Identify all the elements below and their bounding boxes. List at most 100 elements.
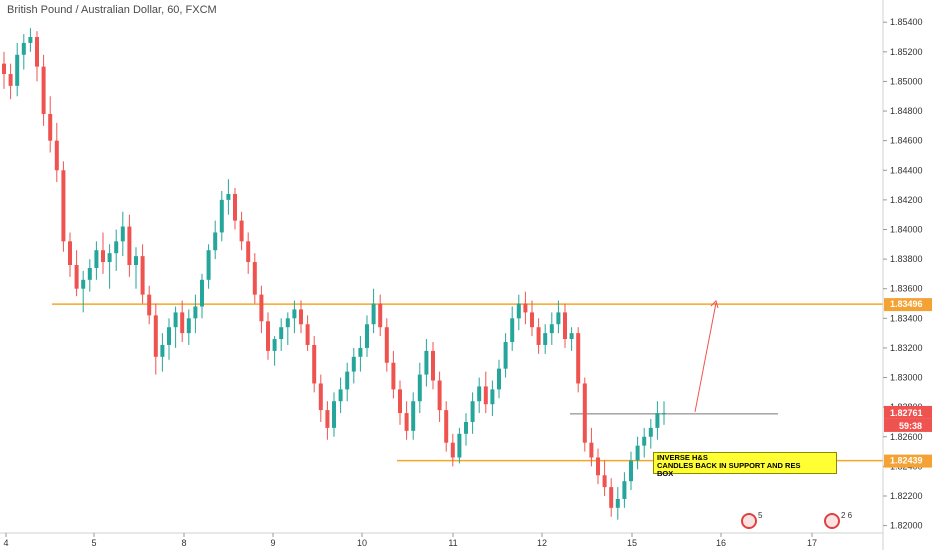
price-tick-label: 1.82000 [890,521,923,531]
time-tick-label: 4 [3,538,8,548]
candle-up [21,42,26,55]
candle-down [61,170,66,242]
candle-up [358,347,363,357]
candle-up [292,309,297,319]
price-axis[interactable]: 1.85400 1.85200 1.85000 1.84800 1.84600 1.844… [882,0,932,550]
candle-down [127,226,132,266]
candle-up [206,250,211,280]
candle-up [81,279,86,289]
candle-down [523,303,528,313]
event-count: 2 6 [841,511,853,520]
candle-up [655,413,660,428]
support-price-tag [884,454,932,468]
price-tick-label: 1.85400 [890,17,923,27]
candle-down [530,312,534,328]
candle-up [648,427,653,437]
time-tick-label: 12 [537,538,547,548]
candle-down [589,442,594,458]
price-tick-label: 1.83400 [890,313,923,323]
candle-up [457,433,462,458]
candle-down [48,114,53,141]
candle-down [596,457,600,476]
candle-down [252,262,257,295]
chart-title: British Pound / Australian Dollar, 60, F… [7,4,217,16]
candle-up [167,327,171,345]
candle-up [213,232,218,251]
candle-up [160,344,165,357]
candle-up [371,303,376,325]
candle-up [87,267,92,280]
time-tick-label: 17 [807,538,817,548]
candle-down [147,294,152,316]
candle-down [450,442,455,458]
candle-down [378,303,383,328]
candle-up [94,250,99,268]
time-axis[interactable]: 4 5 8 9 10 11 12 15 16 17 [0,532,883,548]
last-price-label: 1.82761 [890,408,923,418]
candle-up [134,256,138,266]
candle-up [411,401,416,431]
annotation-box[interactable]: INVERSE H&S CANDLES BACK IN SUPPORT AND … [653,452,837,478]
candle-up [615,498,620,508]
candle-up [470,401,475,422]
candle-up [497,368,501,390]
candle-down [431,350,435,381]
candle-up [332,401,336,428]
candles-layer [2,28,666,520]
price-tick-label: 1.84600 [890,136,923,146]
candle-up [15,54,20,86]
candle-up [635,445,640,461]
candle-down [325,410,330,428]
candle-down [312,344,317,384]
candle-up [351,356,356,372]
candle-up [543,333,548,345]
candle-up [549,324,554,334]
candle-up [662,413,666,415]
candle-down [398,389,402,414]
resistance-price-label: 1.83496 [890,299,923,309]
candle-up [365,324,369,348]
candle-down [35,37,39,67]
projection-arrow[interactable] [694,302,717,413]
candle-up [569,333,574,340]
candle-up [464,421,468,434]
economic-event-icon[interactable] [741,513,757,529]
candle-down [68,241,72,266]
candle-down [444,410,449,443]
candle-down [246,241,251,263]
candle-up [120,226,125,242]
candle-up [510,318,515,343]
price-tick-label: 1.85000 [890,76,923,86]
candle-down [74,265,79,289]
candle-down [153,315,158,357]
candle-up [200,279,204,307]
time-tick-label: 16 [716,538,726,548]
candle-up [338,389,343,402]
candle-down [318,383,323,411]
candle-up [114,241,119,254]
time-tick-label: 9 [270,538,275,548]
candle-up [622,481,627,499]
candle-up [417,374,422,402]
candle-down [140,256,145,295]
candle-up [272,339,277,351]
candle-down [41,66,46,115]
candle-up [345,371,350,390]
price-tick-label: 1.83200 [890,343,923,353]
candle-up [556,312,561,325]
candle-down [437,380,442,411]
time-tick-label: 5 [91,538,96,548]
candle-up [279,327,284,340]
last-price-tag [884,405,932,419]
economic-event-icon[interactable] [824,513,840,529]
candle-down [384,327,389,363]
candle-up [477,386,482,402]
candle-down [2,63,6,75]
candle-down [180,312,185,334]
candle-up [490,389,495,405]
candle-down [391,362,396,390]
candle-up [285,318,290,328]
candle-up [226,193,231,200]
price-tick-label: 1.84800 [890,106,923,116]
